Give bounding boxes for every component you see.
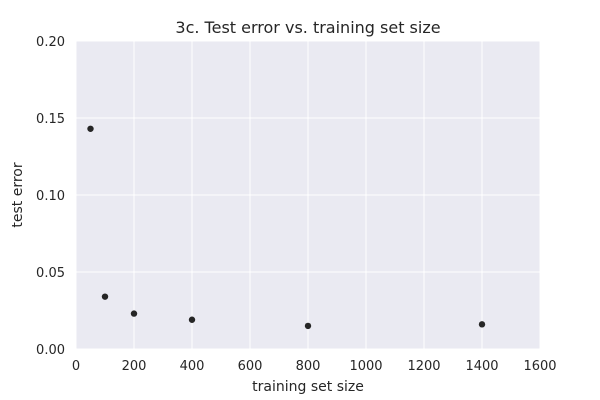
data-point [101,293,109,300]
x-tick-label: 0 [72,359,80,374]
data-point [87,125,94,132]
data-points [87,125,486,330]
x-tick-label: 400 [180,359,205,374]
x-axis-label: training set size [252,379,364,395]
y-tick-label: 0.05 [36,266,65,281]
data-point [130,310,138,317]
y-axis-label: test error [10,162,26,227]
x-axis-ticks: 0 200 400 600 800 1000 1200 1400 1600 [72,359,557,374]
x-tick-label: 1000 [349,359,382,374]
x-tick-label: 1400 [465,359,498,374]
y-tick-label: 0.10 [36,189,65,204]
y-tick-label: 0.20 [36,35,65,50]
chart-title: 3c. Test error vs. training set size [175,18,440,37]
x-tick-label: 200 [122,359,147,374]
x-tick-label: 600 [238,359,263,374]
grid-lines [75,40,541,350]
y-tick-label: 0.00 [36,343,65,358]
data-point [478,321,486,328]
x-tick-label: 1200 [407,359,440,374]
data-point [188,316,196,323]
x-tick-label: 1600 [523,359,556,374]
x-tick-label: 800 [296,359,321,374]
y-tick-label: 0.15 [36,112,65,127]
data-point [304,322,312,330]
y-axis-ticks: 0.00 0.05 0.10 0.15 0.20 [36,35,65,358]
